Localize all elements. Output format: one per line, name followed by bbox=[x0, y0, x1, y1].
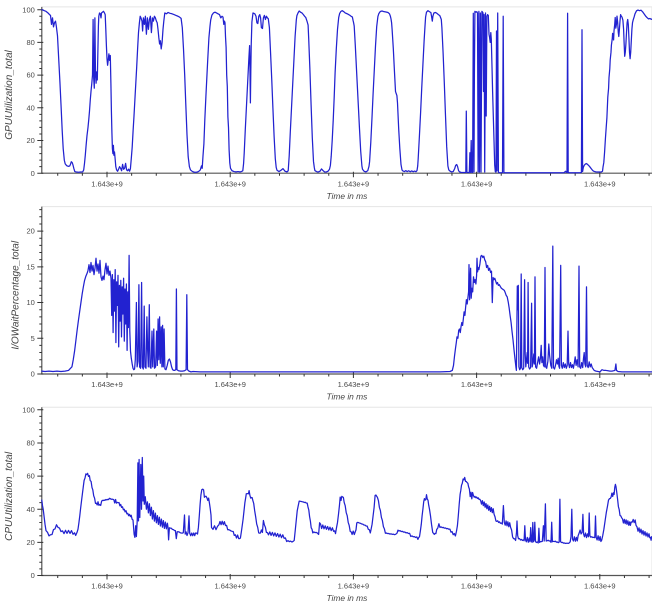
svg-text:0: 0 bbox=[31, 169, 35, 178]
svg-text:20: 20 bbox=[26, 538, 34, 547]
svg-text:CPUUtilization_total: CPUUtilization_total bbox=[4, 451, 15, 541]
svg-text:1.643e+9: 1.643e+9 bbox=[461, 380, 493, 389]
svg-text:1.643e+9: 1.643e+9 bbox=[338, 582, 370, 591]
svg-text:1.643e+9: 1.643e+9 bbox=[91, 179, 123, 188]
svg-text:1.643e+9: 1.643e+9 bbox=[584, 380, 616, 389]
svg-text:0: 0 bbox=[31, 370, 35, 379]
svg-text:1.643e+9: 1.643e+9 bbox=[338, 179, 370, 188]
svg-text:15: 15 bbox=[26, 262, 34, 271]
svg-text:10: 10 bbox=[26, 298, 34, 307]
svg-text:Time in ms: Time in ms bbox=[326, 392, 368, 402]
svg-text:60: 60 bbox=[26, 71, 34, 80]
svg-text:80: 80 bbox=[26, 38, 34, 47]
svg-text:1.643e+9: 1.643e+9 bbox=[91, 582, 123, 591]
svg-text:1.643e+9: 1.643e+9 bbox=[584, 582, 616, 591]
svg-text:20: 20 bbox=[26, 227, 34, 236]
svg-text:60: 60 bbox=[26, 472, 34, 481]
svg-text:1.643e+9: 1.643e+9 bbox=[461, 582, 493, 591]
svg-text:100: 100 bbox=[22, 5, 35, 14]
svg-text:20: 20 bbox=[26, 136, 34, 145]
svg-text:1.643e+9: 1.643e+9 bbox=[338, 380, 370, 389]
svg-text:1.643e+9: 1.643e+9 bbox=[214, 582, 246, 591]
svg-text:1.643e+9: 1.643e+9 bbox=[214, 380, 246, 389]
svg-text:40: 40 bbox=[26, 505, 34, 514]
svg-text:100: 100 bbox=[22, 405, 35, 414]
svg-text:1.643e+9: 1.643e+9 bbox=[584, 179, 616, 188]
svg-text:1.643e+9: 1.643e+9 bbox=[214, 179, 246, 188]
svg-text:Time in ms: Time in ms bbox=[326, 191, 368, 201]
svg-text:5: 5 bbox=[31, 334, 35, 343]
svg-text:1.643e+9: 1.643e+9 bbox=[461, 179, 493, 188]
svg-text:0: 0 bbox=[31, 571, 35, 580]
svg-text:80: 80 bbox=[26, 439, 34, 448]
svg-text:40: 40 bbox=[26, 103, 34, 112]
svg-text:1.643e+9: 1.643e+9 bbox=[91, 380, 123, 389]
svg-text:I/OWaitPercentage_total: I/OWaitPercentage_total bbox=[11, 240, 22, 350]
svg-text:Time in ms: Time in ms bbox=[326, 593, 368, 603]
svg-text:GPUUtilization_total: GPUUtilization_total bbox=[4, 49, 15, 139]
